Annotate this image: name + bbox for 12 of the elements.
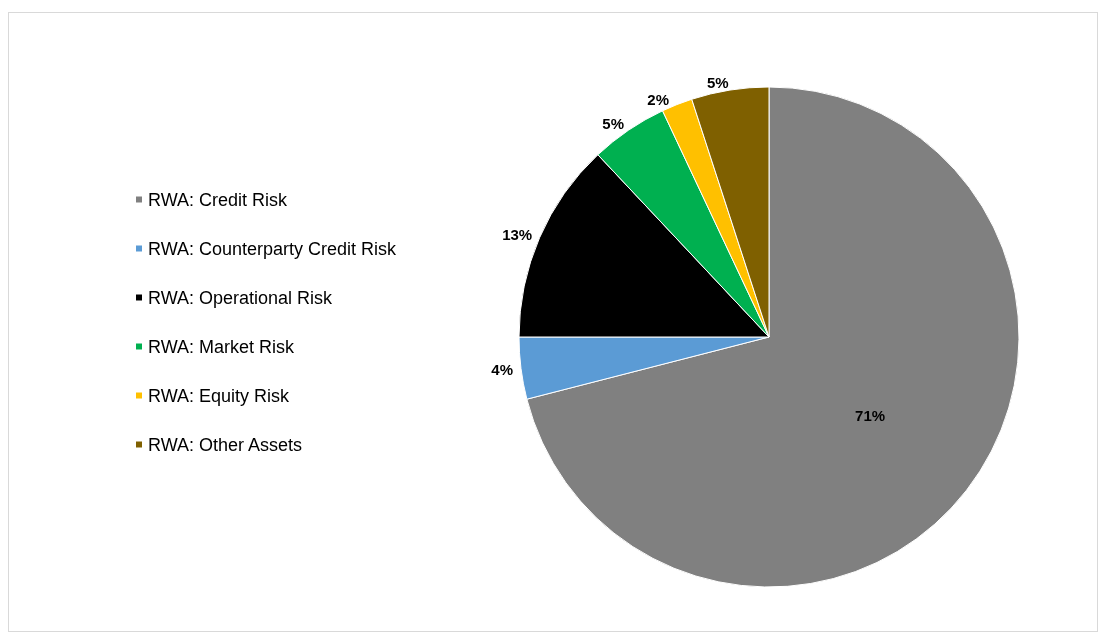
legend-label: RWA: Credit Risk bbox=[148, 189, 289, 210]
data-label: 71% bbox=[855, 406, 886, 424]
data-label: 4% bbox=[491, 360, 514, 378]
data-label: 13% bbox=[502, 226, 533, 244]
legend-label: RWA: Counterparty Credit Risk bbox=[148, 238, 398, 259]
data-label: 5% bbox=[706, 73, 729, 91]
legend-label: RWA: Market Risk bbox=[148, 336, 296, 357]
data-label: 2% bbox=[647, 90, 669, 108]
legend-label: RWA: Equity Risk bbox=[148, 385, 291, 406]
legend-label: RWA: Operational Risk bbox=[148, 287, 334, 308]
legend-label: RWA: Other Assets bbox=[148, 434, 303, 455]
data-label: 5% bbox=[602, 115, 624, 133]
